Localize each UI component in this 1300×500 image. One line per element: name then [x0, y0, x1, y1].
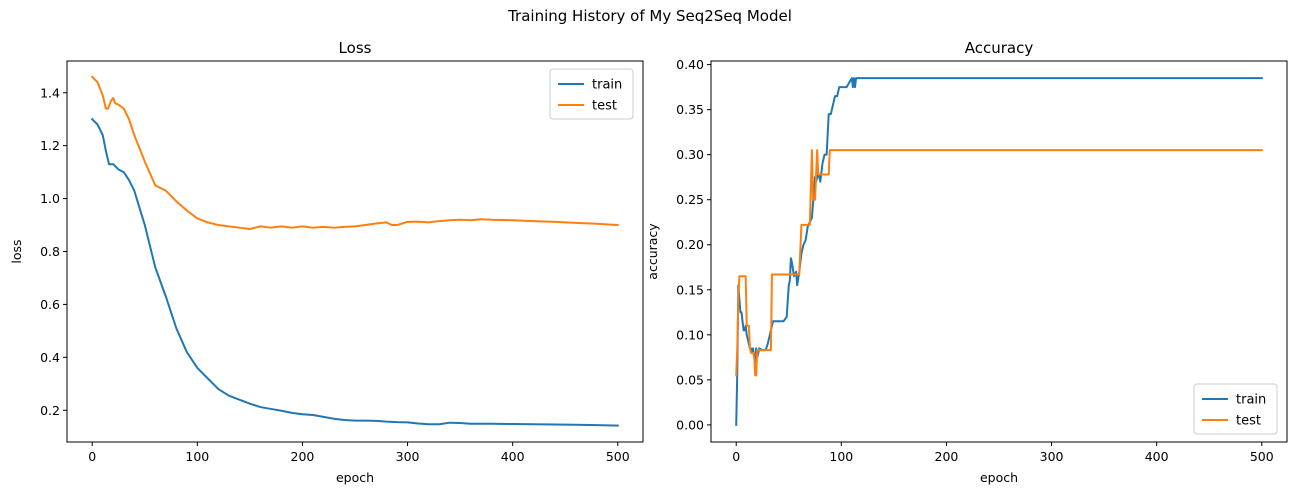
accuracy-panel: 0 100 200 300 400 500 0.00 0.05 0.10 0.15 0.20 0.25… [645, 39, 1288, 485]
accuracy-ytick-label: 0.20 [676, 237, 704, 252]
loss-ytick-label: 1.0 [40, 191, 60, 206]
loss-ytick-label: 0.6 [40, 297, 60, 312]
accuracy-ytick-label: 0.35 [676, 102, 704, 117]
loss-xtick-label: 100 [185, 449, 209, 464]
loss-xlabel: epoch [336, 470, 374, 485]
accuracy-legend-box [1193, 383, 1278, 435]
loss-panel: 0 100 200 300 400 500 0.2 0.4 0.6 0.8 1.0 1.2 1.4 Los… [9, 39, 644, 485]
loss-xtick-label: 400 [501, 449, 525, 464]
accuracy-axes-frame [710, 60, 1288, 443]
loss-ytick-label: 1.4 [40, 85, 60, 100]
loss-ytick-label: 0.4 [40, 350, 60, 365]
accuracy-ylabel: accuracy [645, 223, 660, 280]
loss-series-test-line [90, 75, 619, 231]
accuracy-ytick-label: 0.05 [676, 372, 704, 387]
accuracy-legend-label-test: test [1236, 414, 1261, 429]
loss-xtick-label: 200 [291, 449, 315, 464]
loss-xtick-label: 300 [396, 449, 420, 464]
accuracy-xlabel: epoch [980, 470, 1018, 485]
accuracy-xtick-label: 400 [1145, 449, 1169, 464]
loss-legend: train test [549, 68, 634, 120]
loss-xtick-label: 500 [606, 449, 630, 464]
accuracy-legend: train test [1193, 383, 1278, 435]
accuracy-xtick-label: 0 [732, 449, 740, 464]
accuracy-xtick-label: 100 [829, 449, 853, 464]
accuracy-xtick-label: 200 [935, 449, 959, 464]
loss-ytick-label: 1.2 [40, 138, 60, 153]
accuracy-legend-label-train: train [1236, 393, 1266, 408]
accuracy-ytick-label: 0.10 [676, 327, 704, 342]
figure-title: Training History of My Seq2Seq Model [508, 7, 792, 25]
loss-legend-box [549, 68, 634, 120]
accuracy-ytick-label: 0.15 [676, 282, 704, 297]
loss-ytick-label: 0.2 [40, 403, 60, 418]
accuracy-xtick-label: 300 [1040, 449, 1064, 464]
loss-legend-label-train: train [592, 78, 622, 93]
accuracy-series-test-line [735, 149, 1263, 377]
accuracy-ytick-label: 0.25 [676, 192, 704, 207]
loss-legend-label-test: test [592, 99, 617, 114]
loss-title: Loss [339, 39, 372, 57]
accuracy-ytick-label: 0.00 [676, 417, 704, 432]
loss-ylabel: loss [9, 239, 24, 263]
accuracy-xtick-label: 500 [1250, 449, 1274, 464]
loss-series-train-line [90, 117, 619, 427]
accuracy-series-train-line [735, 77, 1263, 426]
accuracy-ytick-label: 0.30 [676, 147, 704, 162]
accuracy-ytick-label: 0.40 [676, 57, 704, 72]
loss-xtick-label: 0 [88, 449, 96, 464]
loss-ytick-label: 0.8 [40, 244, 60, 259]
accuracy-title: Accuracy [965, 39, 1034, 57]
